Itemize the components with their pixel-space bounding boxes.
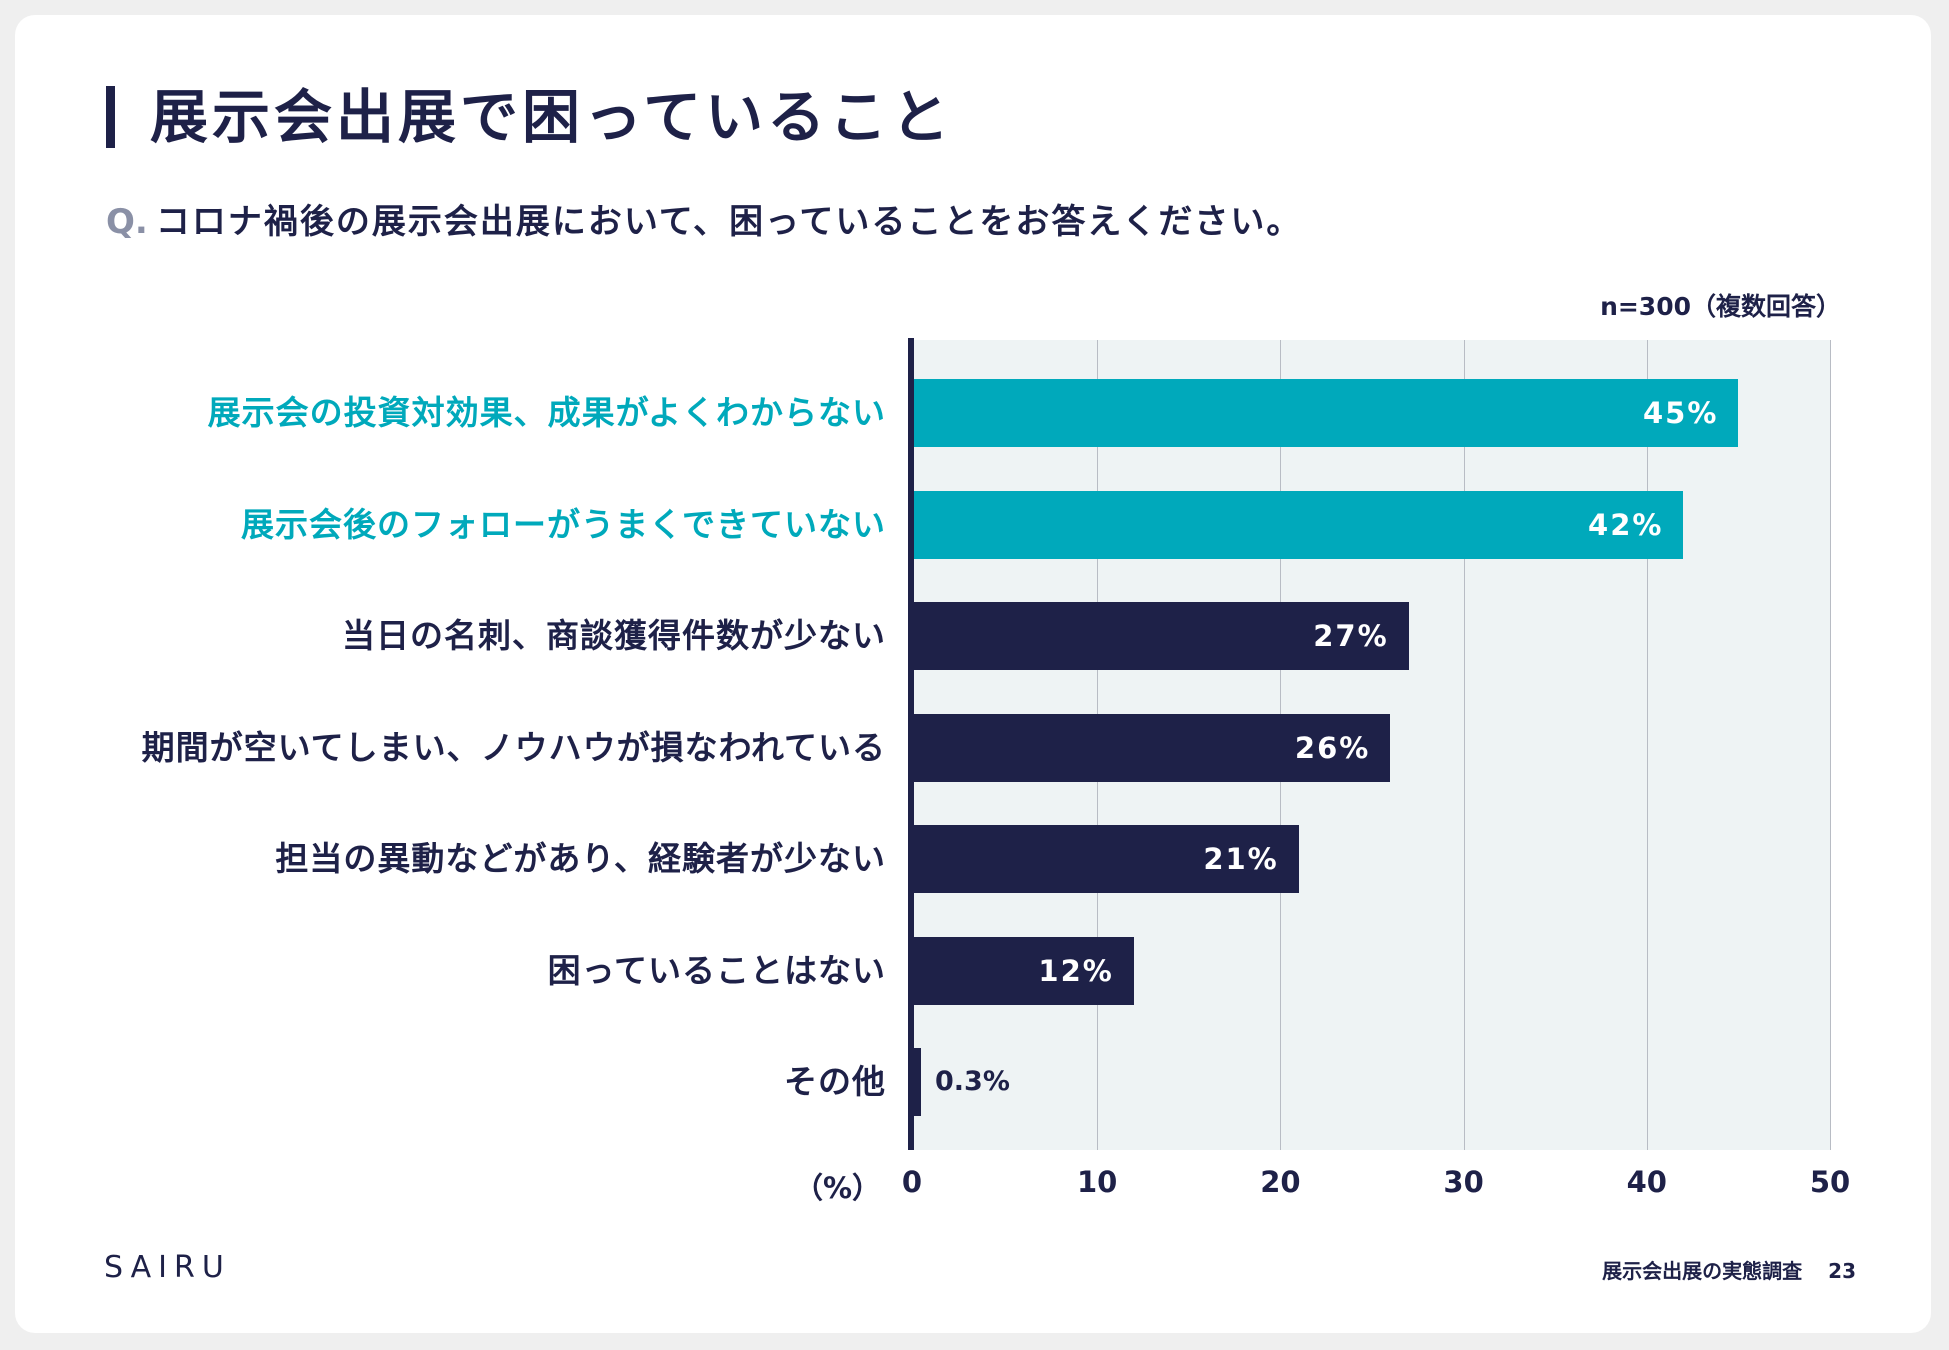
data-label: 42%: [1588, 507, 1664, 542]
x-axis-unit-label: （%）: [793, 1171, 881, 1205]
bar: [914, 490, 1684, 559]
bar: [914, 1048, 921, 1116]
x-tick-label: 0: [901, 1165, 923, 1199]
question-prefix: Q.: [106, 202, 148, 242]
data-label: 27%: [1313, 619, 1389, 653]
category-label: その他: [784, 1062, 886, 1101]
x-tick-label: 50: [1809, 1165, 1851, 1199]
question-text: コロナ禍後の展示会出展において、困っていることをお答えください。: [155, 202, 1303, 242]
category-label: 展示会後のフォローがうまくできていない: [240, 504, 886, 544]
category-label: 期間が空いてしまい、ノウハウが損なわれている: [141, 727, 886, 767]
data-label: 26%: [1294, 730, 1371, 765]
gridline-50: [1830, 340, 1831, 1150]
survey-question: Q. コロナ禍後の展示会出展において、困っていることをお答えください。: [106, 200, 1302, 244]
category-label: 困っていることはない: [547, 950, 886, 990]
category-label: 担当の異動などがあり、経験者が少ない: [275, 839, 886, 878]
category-label: 当日の名刺、商談獲得件数が少ない: [342, 616, 886, 655]
x-tick-label: 10: [1077, 1165, 1118, 1199]
x-tick-label: 40: [1626, 1165, 1667, 1199]
data-label: 12%: [1038, 953, 1114, 988]
title-accent-bar: [106, 86, 115, 148]
bar: [914, 825, 1299, 893]
bar: [914, 379, 1739, 447]
x-tick-label: 30: [1443, 1165, 1484, 1199]
footer: 展示会出展の実態調査 23: [1602, 1255, 1856, 1284]
sample-size-note: n=300（複数回答）: [1600, 292, 1841, 321]
bar: [914, 602, 1409, 670]
bar: [914, 936, 1134, 1005]
page-number: 23: [1828, 1259, 1856, 1283]
brand-logo: SAIRU: [104, 1250, 231, 1285]
data-label: 21%: [1203, 842, 1279, 876]
page-title: 展示会出展で困っていること: [150, 83, 954, 151]
bar: [914, 713, 1391, 782]
x-tick-label: 20: [1260, 1165, 1301, 1199]
gridline-40: [1646, 340, 1648, 1150]
category-label: 展示会の投資対効果、成果がよくわからない: [207, 393, 886, 432]
y-axis-line: [908, 338, 914, 1150]
data-label: 45%: [1642, 396, 1719, 430]
data-label: 0.3%: [935, 1066, 1010, 1097]
footer-report-title: 展示会出展の実態調査: [1602, 1259, 1803, 1283]
gridline-30: [1463, 340, 1465, 1150]
